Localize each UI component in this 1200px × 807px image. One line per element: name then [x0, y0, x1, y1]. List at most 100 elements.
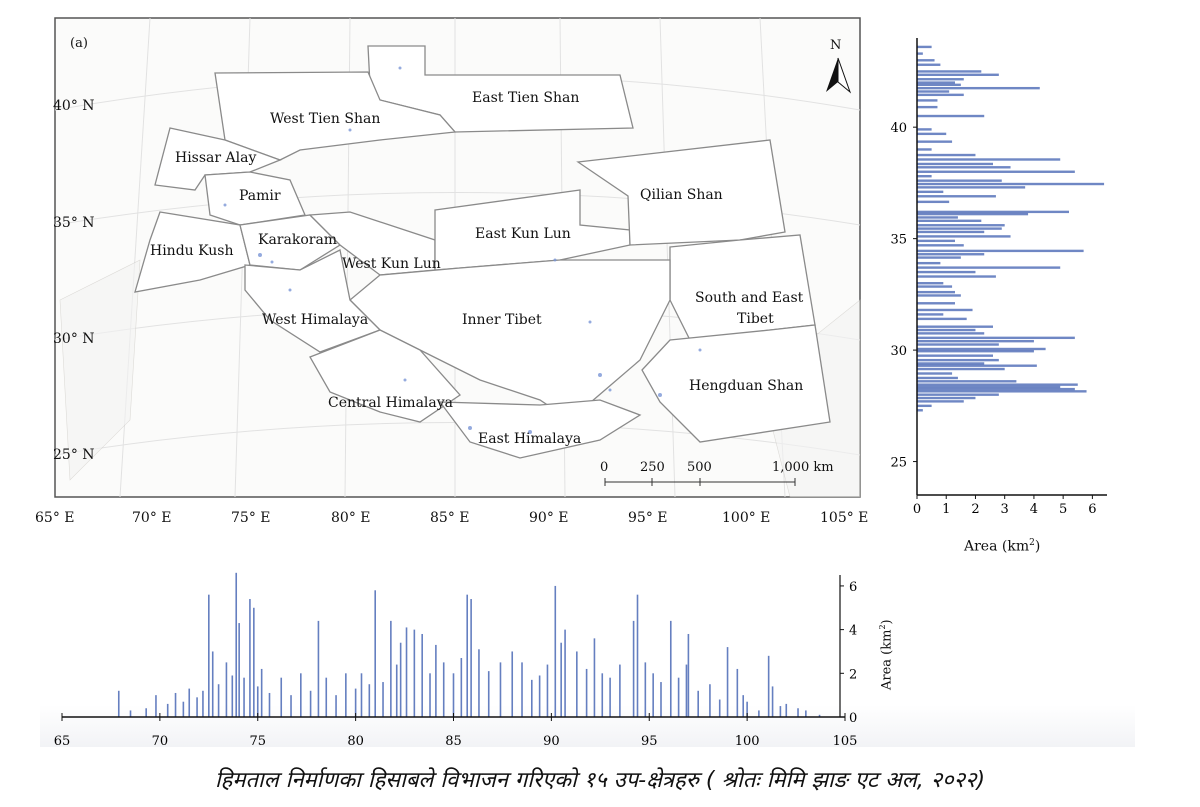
bar: [196, 697, 198, 717]
lon-label: 70° E: [132, 510, 172, 526]
region-east-himalaya[interactable]: [438, 399, 642, 459]
bar: [382, 682, 384, 717]
bar: [660, 682, 662, 717]
bar: [917, 343, 999, 346]
bar: [619, 664, 621, 717]
region-hengduan-shan[interactable]: [641, 324, 831, 443]
bar: [917, 244, 964, 247]
y-axis-label-text: Area (km: [879, 629, 895, 690]
bar: [374, 590, 376, 717]
bar: [697, 690, 699, 717]
region-karakoram[interactable]: [239, 214, 342, 271]
lat-label: 35° N: [53, 215, 95, 231]
bar: [687, 633, 690, 717]
bar: [726, 647, 729, 717]
bar: [399, 642, 402, 717]
bar: [917, 347, 1046, 351]
bar: [256, 686, 259, 717]
bar: [155, 695, 157, 717]
region-label: Inner Tibet: [462, 312, 542, 328]
x-tick-label: 105: [833, 734, 858, 749]
bar: [917, 105, 938, 109]
bar: [917, 358, 999, 362]
bar: [917, 409, 923, 412]
bar: [917, 364, 1037, 367]
bar: [767, 655, 770, 717]
bar: [280, 677, 283, 717]
bar: [779, 706, 782, 717]
bar: [917, 81, 955, 84]
bar: [435, 644, 437, 717]
region-pamir[interactable]: [204, 171, 306, 226]
bar: [917, 339, 1034, 343]
bar: [395, 664, 398, 717]
x-tick-label: 100: [735, 734, 760, 749]
bar: [174, 692, 177, 717]
bar: [917, 328, 976, 332]
bar: [460, 658, 463, 717]
bar: [253, 607, 255, 717]
bar: [636, 594, 639, 717]
bar: [917, 227, 1002, 230]
bar: [499, 662, 502, 717]
y-tick-label: 0: [849, 711, 857, 726]
bar: [609, 677, 611, 717]
bar: [917, 182, 1105, 186]
north-label: N: [830, 38, 842, 53]
bar: [917, 200, 950, 204]
y-tick-label: 4: [849, 624, 857, 639]
y-tick-label: 25: [890, 456, 907, 471]
bar: [736, 668, 739, 717]
bar: [917, 153, 976, 157]
y-tick-label: 6: [849, 580, 857, 595]
bar: [917, 354, 993, 357]
bar: [917, 148, 932, 151]
bar: [917, 239, 955, 243]
scale-bar: [604, 478, 796, 486]
glacial-lakes: [223, 66, 702, 434]
scale-label: 250: [640, 460, 665, 475]
bar: [917, 308, 973, 312]
lon-label: 95° E: [628, 510, 668, 526]
bar: [917, 78, 964, 81]
bar: [917, 219, 982, 222]
bar: [917, 70, 982, 73]
bar: [235, 572, 238, 717]
x-tick-label: 90: [543, 734, 560, 749]
bar: [917, 404, 932, 408]
bar: [917, 294, 961, 297]
bar: [188, 688, 191, 717]
bar: [917, 261, 941, 265]
bar: [917, 332, 985, 335]
bar: [442, 662, 445, 717]
bar: [354, 688, 357, 717]
lat-label: 40° N: [53, 98, 95, 114]
bar: [917, 249, 1084, 253]
bar: [917, 302, 955, 305]
bar: [709, 684, 711, 717]
bar: [917, 285, 953, 288]
bar: [325, 677, 328, 717]
x-tick-label: 75: [249, 734, 266, 749]
map-panel: [54, 17, 861, 498]
lon-label: 90° E: [529, 510, 569, 526]
bar: [917, 400, 964, 403]
y-tick-label: 30: [890, 344, 907, 359]
bar: [917, 367, 1005, 371]
bar: [917, 158, 1061, 161]
bar: [421, 633, 423, 717]
bottom-band: [40, 705, 1135, 747]
region-central-himalaya[interactable]: [309, 329, 461, 423]
longitude-area-chart: 65 70 75 80 85 90 95 100 105 0 2 4 6: [54, 572, 858, 749]
bar: [917, 256, 961, 259]
bar: [917, 325, 993, 328]
region-label: Tibet: [737, 311, 774, 327]
bar: [742, 695, 745, 717]
region-label: East Himalaya: [478, 431, 582, 447]
bar: [917, 275, 996, 278]
bar: [917, 114, 985, 118]
bar: [917, 52, 923, 55]
x-tick-label: 1: [942, 502, 950, 517]
bar: [917, 175, 932, 178]
bar: [521, 662, 523, 717]
